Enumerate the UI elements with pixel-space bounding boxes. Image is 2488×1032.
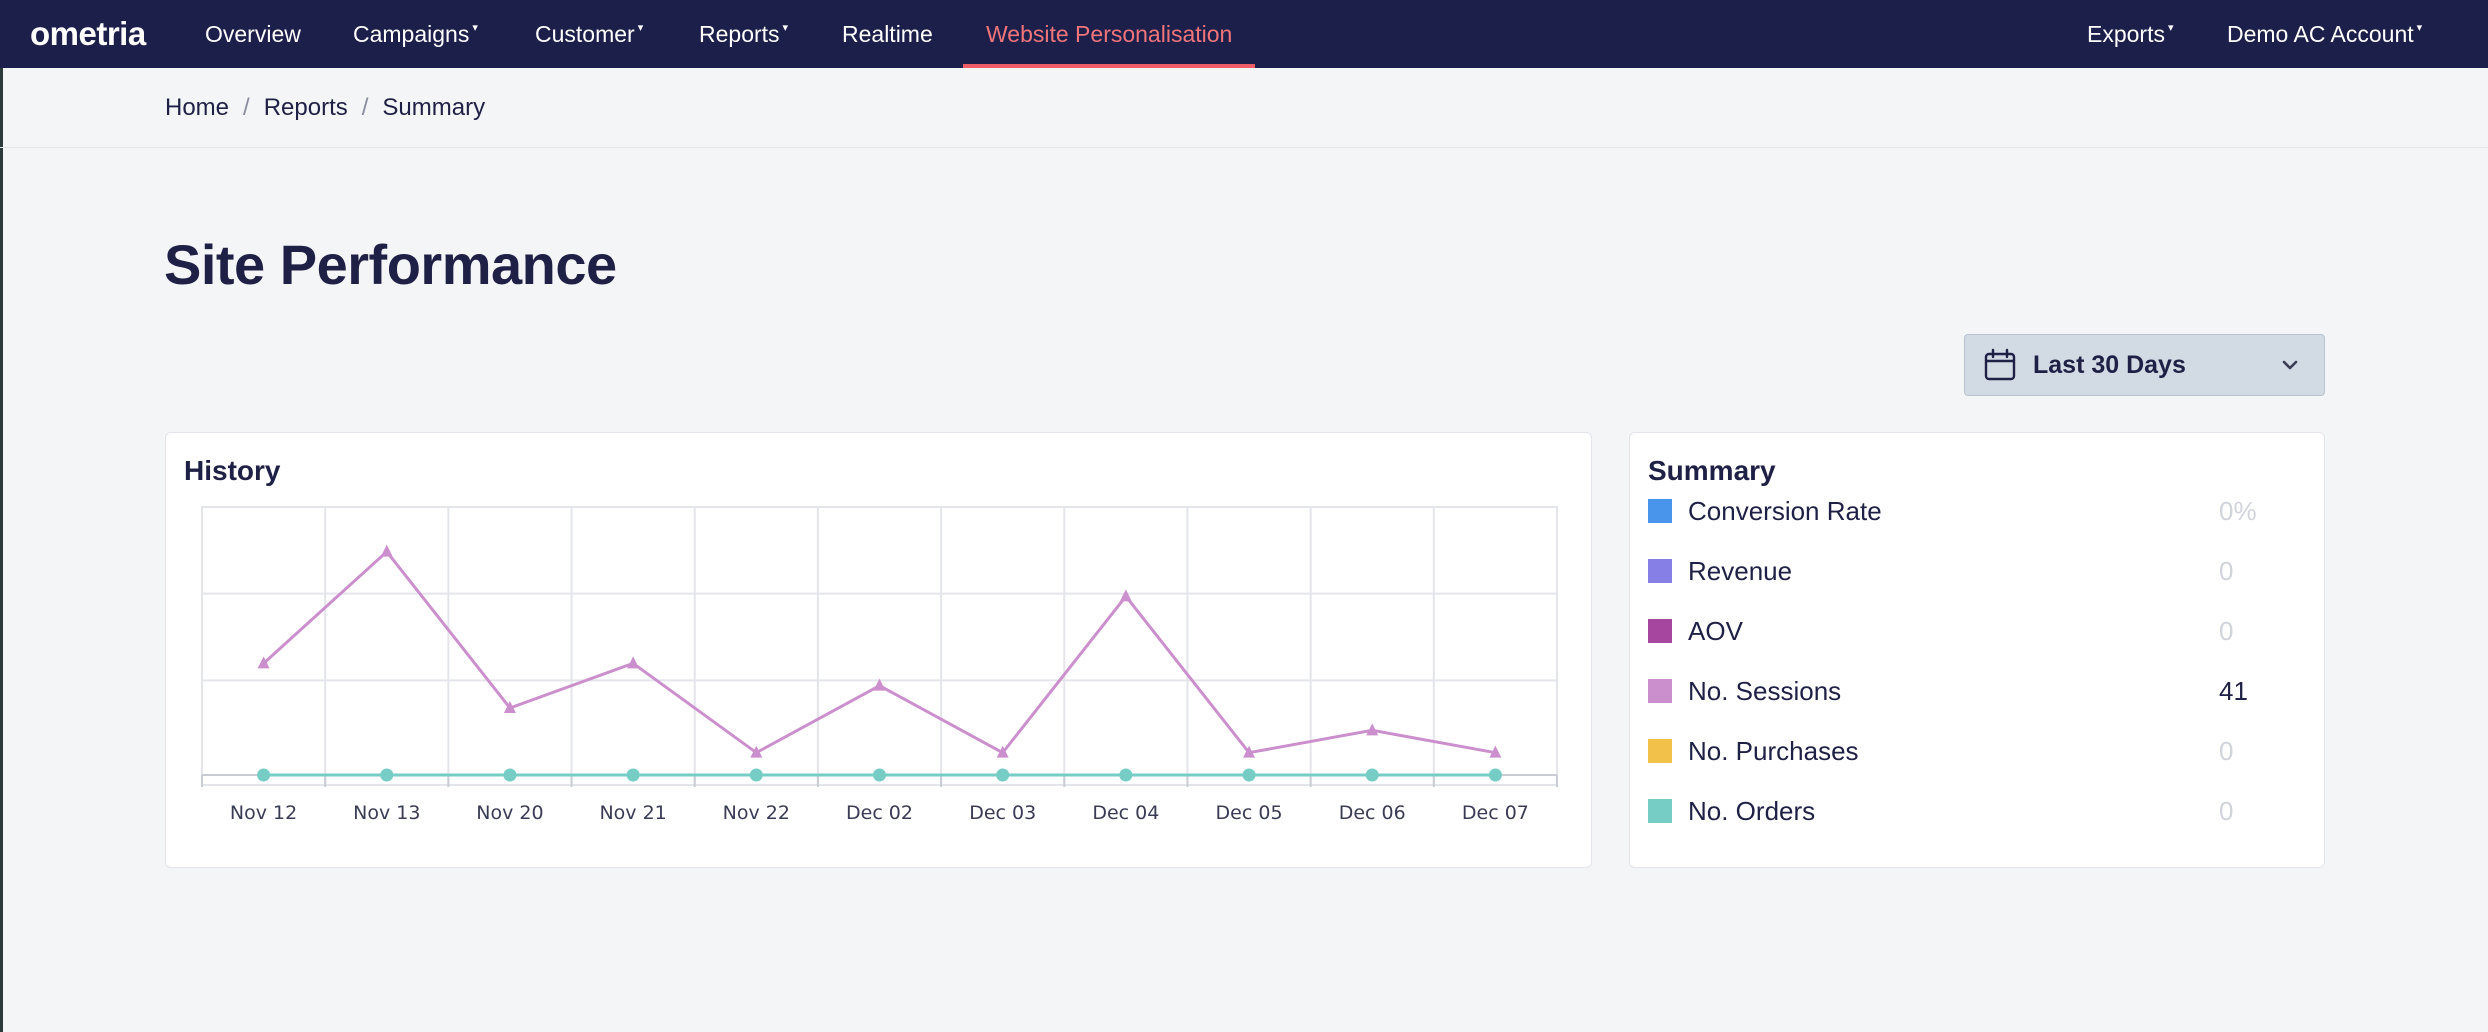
nav-label: Overview	[205, 20, 301, 47]
nav-exports[interactable]: Exports ▾	[2087, 0, 2174, 68]
caret-down-icon: ▾	[782, 21, 789, 34]
caret-down-icon: ▾	[2416, 21, 2423, 34]
legend-swatch	[1648, 799, 1672, 823]
x-tick-label: Nov 22	[723, 802, 790, 824]
nav-realtime[interactable]: Realtime	[842, 0, 933, 68]
data-point-triangle	[1366, 723, 1379, 736]
nav-label: Demo AC Account	[2227, 20, 2414, 47]
history-chart: Nov 12 Nov 13 Nov 20 Nov 21 Nov 22 Dec 02 Dec …	[201, 506, 1558, 824]
data-point-triangle	[627, 656, 640, 669]
x-tick-label: Dec 02	[846, 802, 913, 824]
nav-reports[interactable]: Reports ▾	[699, 0, 788, 68]
nav-label: Website Personalisation	[986, 20, 1233, 47]
summary-value: 0	[2219, 615, 2234, 646]
x-tick-label: Nov 20	[476, 802, 543, 824]
x-tick-label: Nov 21	[599, 802, 666, 824]
date-range-dropdown[interactable]: Last 30 Days	[1964, 334, 2325, 396]
page-title: Site Performance	[164, 233, 617, 296]
x-tick-label: Dec 03	[969, 802, 1036, 824]
data-point-circle	[1242, 768, 1256, 782]
data-point-triangle	[503, 701, 516, 713]
summary-row: Revenue 0	[1648, 551, 2308, 591]
x-tick-label: Nov 12	[230, 802, 297, 824]
data-point-circle	[996, 768, 1010, 782]
nav-campaigns[interactable]: Campaigns ▾	[353, 0, 478, 68]
breadcrumb-separator: /	[243, 94, 250, 121]
caret-down-icon: ▾	[2167, 21, 2174, 34]
summary-row: Conversion Rate 0%	[1648, 491, 2308, 531]
summary-label: No. Purchases	[1688, 735, 1859, 766]
data-point-triangle	[1119, 589, 1132, 602]
chevron-down-icon	[2282, 360, 2298, 370]
x-tick-label: Dec 07	[1462, 802, 1529, 824]
legend-swatch	[1648, 559, 1672, 583]
top-navigation: ometria Overview Campaigns ▾ Customer ▾ Re…	[0, 0, 2488, 68]
summary-label: No. Orders	[1688, 795, 1816, 826]
summary-row: AOV 0	[1648, 611, 2308, 651]
data-point-circle	[1365, 768, 1379, 782]
data-point-circle	[1119, 768, 1133, 782]
nav-overview[interactable]: Overview	[205, 0, 301, 68]
nav-label: Exports	[2087, 20, 2165, 47]
data-point-triangle	[1243, 745, 1256, 758]
breadcrumb-separator: /	[361, 94, 369, 121]
x-tick-label: Dec 05	[1216, 802, 1283, 824]
history-card: History Nov 12 Nov 13 Nov 20 Nov 21 Nov 22 De…	[165, 432, 1592, 868]
summary-label: Conversion Rate	[1688, 495, 1882, 526]
breadcrumb-bar: Home / Reports / Summary	[0, 68, 2488, 148]
data-point-triangle	[750, 745, 763, 758]
data-point-circle	[1488, 768, 1502, 782]
calendar-icon	[1984, 348, 2016, 381]
summary-row: No. Sessions 41	[1648, 671, 2308, 711]
summary-value: 41	[2219, 675, 2248, 706]
data-point-triangle	[996, 745, 1009, 758]
caret-down-icon: ▾	[472, 21, 478, 34]
data-point-circle	[626, 768, 640, 782]
data-point-triangle	[380, 544, 393, 557]
nav-label: Campaigns	[353, 20, 470, 47]
summary-value: 0	[2219, 795, 2234, 826]
nav-label: Reports	[699, 20, 780, 47]
summary-label: No. Sessions	[1688, 675, 1842, 706]
breadcrumb-reports[interactable]: Reports	[263, 94, 348, 121]
nav-label: Customer	[535, 20, 635, 47]
data-point-triangle	[257, 656, 270, 669]
legend-swatch	[1648, 739, 1672, 763]
breadcrumb-home[interactable]: Home	[165, 94, 230, 121]
breadcrumb-summary: Summary	[382, 94, 486, 121]
breadcrumb: Home / Reports / Summary	[165, 94, 485, 122]
date-range-label: Last 30 Days	[2033, 350, 2186, 379]
summary-row: No. Purchases 0	[1648, 731, 2308, 771]
history-title: History	[184, 455, 281, 486]
x-tick-label: Nov 13	[353, 802, 420, 824]
nav-label: Realtime	[842, 20, 933, 47]
legend-swatch	[1648, 499, 1672, 523]
chart-plot-area	[201, 506, 1558, 786]
nav-customer[interactable]: Customer ▾	[535, 0, 643, 68]
legend-swatch	[1648, 619, 1672, 643]
summary-label: Revenue	[1688, 555, 1793, 586]
x-tick-label: Dec 04	[1092, 802, 1159, 824]
caret-down-icon: ▾	[637, 21, 644, 34]
summary-row: No. Orders 0	[1648, 791, 2308, 831]
summary-value: 0	[2219, 735, 2234, 766]
data-point-triangle	[873, 678, 886, 691]
summary-value: 0%	[2219, 495, 2257, 526]
summary-title: Summary	[1648, 455, 1776, 486]
legend-swatch	[1648, 679, 1672, 703]
summary-value: 0	[2219, 555, 2234, 586]
window-edge	[0, 0, 3, 1032]
ometria-logo[interactable]: ometria	[30, 15, 146, 52]
nav-account-menu[interactable]: Demo AC Account ▾	[2227, 0, 2422, 68]
data-point-circle	[503, 768, 517, 782]
data-point-circle	[380, 768, 394, 782]
summary-label: AOV	[1688, 615, 1743, 646]
data-point-circle	[749, 768, 763, 782]
summary-card: Summary Conversion Rate 0% Revenue 0 AOV 0 No.…	[1629, 432, 2325, 868]
data-point-triangle	[1489, 745, 1502, 758]
nav-website-personalisation[interactable]: Website Personalisation	[962, 0, 1256, 68]
x-tick-label: Dec 06	[1339, 802, 1406, 824]
data-point-circle	[873, 768, 886, 782]
data-point-circle	[257, 768, 271, 782]
